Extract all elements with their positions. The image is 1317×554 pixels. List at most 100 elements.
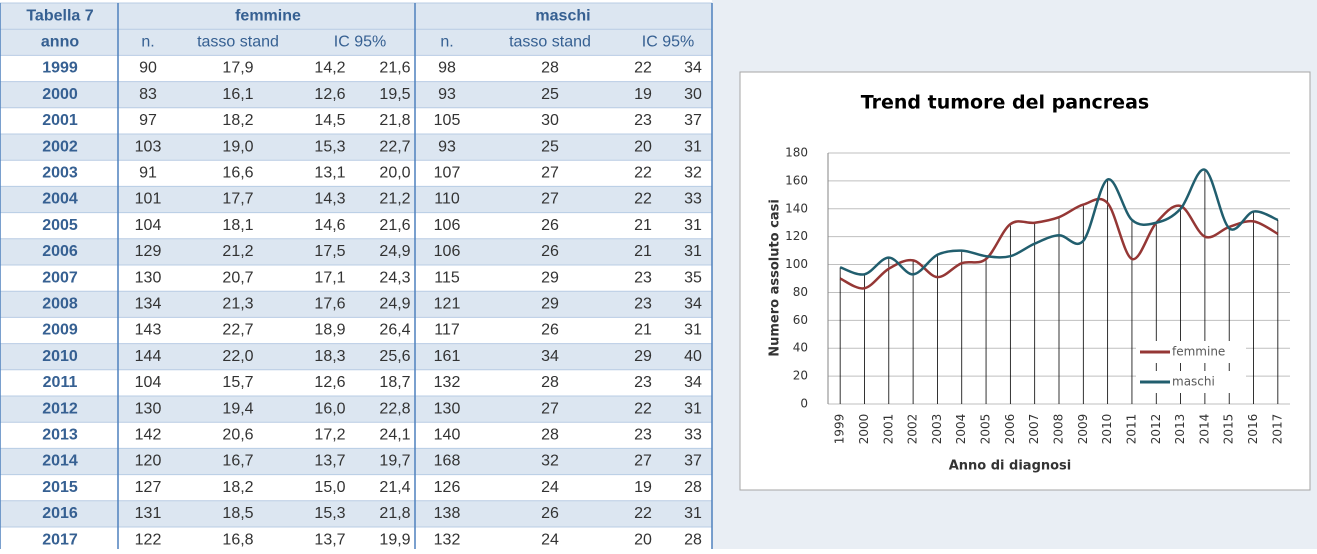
year-cell: 2009 bbox=[42, 322, 78, 339]
y-tick-label: 140 bbox=[785, 201, 808, 215]
cell: 28 bbox=[684, 531, 702, 548]
cell: 30 bbox=[541, 112, 559, 129]
cell: 22 bbox=[634, 60, 652, 77]
table-row-bg bbox=[0, 343, 712, 370]
cell: 31 bbox=[684, 138, 702, 155]
x-tick-label: 2011 bbox=[1124, 414, 1138, 445]
x-tick-label: 2002 bbox=[906, 414, 920, 445]
cell: 20 bbox=[634, 531, 652, 548]
cell: 17,2 bbox=[314, 427, 345, 444]
cell: 23 bbox=[634, 269, 652, 286]
cell: 28 bbox=[541, 60, 559, 77]
cell: 98 bbox=[438, 60, 456, 77]
cell: 32 bbox=[541, 453, 559, 470]
cell: 22 bbox=[634, 191, 652, 208]
cell: 21,6 bbox=[379, 217, 410, 234]
cell: 18,2 bbox=[222, 479, 253, 496]
cell: 34 bbox=[684, 60, 702, 77]
cell: 130 bbox=[434, 400, 461, 417]
cell: 14,2 bbox=[314, 60, 345, 77]
x-tick-label: 2017 bbox=[1270, 414, 1284, 445]
cell: 143 bbox=[135, 322, 162, 339]
cell: 20,6 bbox=[222, 427, 253, 444]
cell: 27 bbox=[541, 165, 559, 182]
column-header: anno bbox=[41, 34, 79, 51]
cell: 90 bbox=[139, 60, 157, 77]
cell: 26,4 bbox=[379, 322, 410, 339]
table-row-bg bbox=[0, 3, 712, 30]
cell: 140 bbox=[434, 427, 461, 444]
cell: 18,2 bbox=[222, 112, 253, 129]
cell: 31 bbox=[684, 505, 702, 522]
x-tick-label: 2000 bbox=[857, 414, 871, 445]
table-row-bg bbox=[0, 134, 712, 161]
cell: 33 bbox=[684, 191, 702, 208]
cell: 23 bbox=[634, 374, 652, 391]
cell: 144 bbox=[135, 348, 162, 365]
cell: 19,9 bbox=[379, 531, 410, 548]
table-row-bg bbox=[0, 448, 712, 475]
cell: 131 bbox=[135, 505, 162, 522]
x-tick-label: 2001 bbox=[881, 414, 895, 445]
cell: 21,3 bbox=[222, 296, 253, 313]
column-header: tasso stand bbox=[197, 34, 279, 51]
table-row-bg bbox=[0, 186, 712, 213]
year-cell: 2010 bbox=[42, 348, 78, 365]
cell: 17,5 bbox=[314, 243, 345, 260]
y-tick-label: 60 bbox=[793, 313, 808, 327]
cell: 19,5 bbox=[379, 86, 410, 103]
cell: 17,9 bbox=[222, 60, 253, 77]
cell: 107 bbox=[434, 165, 461, 182]
y-tick-label: 80 bbox=[793, 285, 808, 299]
cell: 26 bbox=[541, 243, 559, 260]
cell: 21,4 bbox=[379, 479, 410, 496]
cell: 25 bbox=[541, 86, 559, 103]
x-tick-label: 2014 bbox=[1197, 414, 1211, 445]
cell: 122 bbox=[135, 531, 162, 548]
cell: 29 bbox=[541, 296, 559, 313]
chart-frame bbox=[739, 71, 1311, 491]
cell: 130 bbox=[135, 269, 162, 286]
year-cell: 2014 bbox=[42, 453, 78, 470]
cell: 93 bbox=[438, 138, 456, 155]
cell: 18,7 bbox=[379, 374, 410, 391]
cell: 18,9 bbox=[314, 322, 345, 339]
cell: 27 bbox=[634, 453, 652, 470]
cell: 16,1 bbox=[222, 86, 253, 103]
x-tick-label: 2007 bbox=[1027, 414, 1041, 445]
y-tick-label: 180 bbox=[785, 146, 808, 160]
cell: 22,8 bbox=[379, 400, 410, 417]
x-tick-label: 2012 bbox=[1149, 414, 1163, 445]
chart-title: Trend tumore del pancreas bbox=[861, 92, 1149, 114]
year-cell: 2008 bbox=[42, 296, 78, 313]
y-tick-label: 20 bbox=[793, 369, 808, 383]
cell: 24,3 bbox=[379, 269, 410, 286]
series-line bbox=[839, 197, 1279, 290]
cell: 15,7 bbox=[222, 374, 253, 391]
cell: 127 bbox=[135, 479, 162, 496]
cell: 23 bbox=[634, 427, 652, 444]
cell: 22 bbox=[634, 400, 652, 417]
cell: 20,0 bbox=[379, 165, 410, 182]
x-tick-label: 2010 bbox=[1100, 414, 1114, 445]
cell: 22 bbox=[634, 505, 652, 522]
year-cell: 2000 bbox=[42, 86, 78, 103]
year-cell: 2004 bbox=[42, 191, 78, 208]
cell: 142 bbox=[135, 427, 162, 444]
cell: 24,1 bbox=[379, 427, 410, 444]
cell: 21,8 bbox=[379, 112, 410, 129]
table-row-bg bbox=[0, 238, 712, 265]
cell: 138 bbox=[434, 505, 461, 522]
year-cell: 2016 bbox=[42, 505, 78, 522]
column-header: IC 95% bbox=[642, 34, 694, 51]
cell: 126 bbox=[434, 479, 461, 496]
year-cell: 2013 bbox=[42, 427, 78, 444]
table-row-bg bbox=[0, 107, 712, 134]
cell: 18,3 bbox=[314, 348, 345, 365]
cell: 106 bbox=[434, 243, 461, 260]
legend-bg bbox=[1136, 341, 1246, 363]
cell: 19,0 bbox=[222, 138, 253, 155]
cell: 15,3 bbox=[314, 138, 345, 155]
cell: 28 bbox=[541, 427, 559, 444]
